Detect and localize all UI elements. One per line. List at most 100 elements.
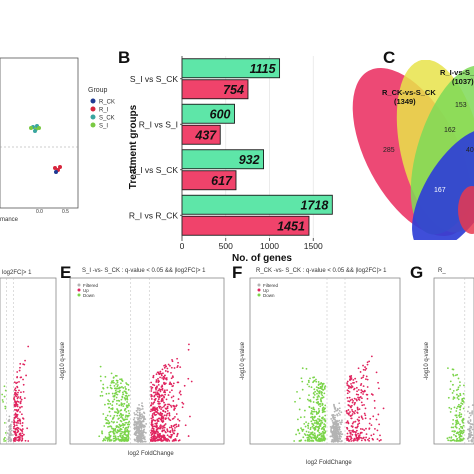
point-down [124, 398, 127, 401]
point-up [345, 410, 348, 413]
point-up [155, 437, 158, 440]
point-filtered [338, 419, 341, 422]
point-down [310, 407, 313, 410]
point-down [322, 382, 325, 385]
point-up [168, 418, 171, 421]
point-down [458, 435, 461, 438]
point-filtered [135, 424, 138, 427]
point-down [308, 399, 311, 402]
panel-e-letter: E [60, 263, 71, 282]
point-down [107, 399, 109, 401]
point-up [155, 413, 158, 416]
panel-f-legend: Filtered Up Down [257, 283, 279, 298]
point-up [353, 387, 356, 390]
panel-a-legend: Group R_CK R_I S_CK S_I [88, 87, 115, 130]
point-up [162, 419, 165, 422]
point-up [151, 436, 154, 438]
point-up [156, 433, 159, 436]
point-up [16, 426, 19, 429]
point-down [110, 372, 113, 375]
point-down [462, 384, 465, 387]
point-down [313, 429, 316, 431]
point-down [112, 417, 115, 419]
point-down [322, 428, 325, 431]
point-down [450, 407, 453, 410]
point-up [346, 384, 349, 386]
point-up [13, 397, 15, 400]
point-up [174, 426, 176, 429]
point-up [358, 408, 361, 410]
point-up [157, 392, 160, 395]
point-up [357, 367, 360, 370]
point-up [348, 390, 351, 393]
point-up [358, 434, 361, 437]
point-down [298, 432, 301, 435]
point-filtered [338, 427, 341, 430]
point-down [323, 408, 325, 411]
point-up [170, 426, 173, 429]
point-down [108, 410, 111, 413]
point-filtered [142, 429, 145, 432]
point-filtered [8, 415, 11, 418]
point-filtered [138, 407, 141, 410]
point-down [108, 436, 111, 439]
point-down [111, 408, 114, 411]
point-filtered [134, 413, 136, 416]
point-up [377, 413, 380, 416]
point-down [307, 381, 310, 384]
point-down [304, 434, 307, 436]
point-up [157, 389, 160, 392]
point-down [449, 411, 452, 413]
point-down [118, 391, 121, 393]
point-down [458, 403, 460, 406]
venn-set-blue [412, 128, 474, 240]
point-filtered [142, 430, 145, 433]
point-up [369, 417, 372, 420]
point-up [159, 411, 162, 414]
point-up [346, 392, 349, 395]
point-up [362, 364, 364, 367]
point-up [354, 426, 357, 429]
point-down [124, 408, 126, 411]
point-up [155, 430, 158, 433]
point-down [313, 416, 316, 419]
panel-e-frame [69, 277, 225, 445]
point-down [450, 426, 453, 429]
point-down [118, 404, 121, 407]
point-up [352, 439, 355, 442]
venn-count: 162 [444, 127, 456, 134]
point-down [126, 439, 129, 441]
point-up [14, 415, 17, 418]
legend-filtered: Filtered [83, 283, 99, 288]
point-down [318, 409, 321, 412]
point-up [356, 412, 359, 414]
point-down [301, 430, 304, 432]
point-up [150, 421, 153, 424]
point-up [364, 417, 367, 420]
point-up [359, 396, 362, 398]
point-down [1, 393, 4, 396]
point-filtered [337, 440, 339, 443]
point-up [14, 436, 16, 439]
point-down [303, 433, 306, 435]
point-up [362, 374, 365, 377]
point-down [317, 381, 320, 383]
point-down [317, 386, 320, 389]
point-up [21, 432, 24, 435]
point-down [324, 407, 326, 410]
point-down [117, 384, 119, 386]
point-up [377, 387, 380, 390]
point-down [320, 417, 323, 419]
point-down [108, 400, 111, 403]
point-down [449, 388, 452, 391]
point-down [107, 402, 109, 405]
point-filtered [142, 418, 145, 421]
point-up [168, 430, 171, 433]
point-up [358, 419, 361, 422]
point-up [157, 420, 160, 423]
point-down [456, 405, 459, 408]
point-up [155, 379, 158, 381]
point-up [355, 393, 358, 396]
point-down [462, 407, 465, 410]
point-down [116, 399, 118, 402]
